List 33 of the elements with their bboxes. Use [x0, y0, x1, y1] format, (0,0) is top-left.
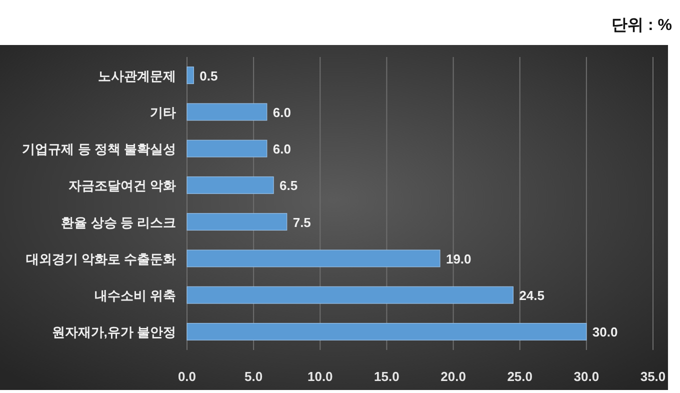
bar [186, 322, 587, 340]
data-label: 6.5 [280, 178, 298, 194]
bar [186, 286, 514, 304]
data-label: 0.5 [200, 68, 218, 84]
data-label: 30.0 [592, 324, 618, 340]
bar [186, 250, 440, 268]
x-tick-label: 5.0 [244, 369, 263, 384]
data-label: 6.0 [272, 104, 291, 120]
y-tick-label: 노사관계문제 [98, 68, 176, 84]
y-tick-label: 기업규제 등 정책 불확실성 [22, 142, 176, 157]
x-tick-label: 30.0 [574, 369, 600, 384]
bar [186, 66, 194, 84]
x-tick-label: 0.0 [178, 369, 196, 384]
y-tick-label: 원자재가,유가 불안정 [52, 324, 176, 340]
x-tick-label: 10.0 [307, 369, 333, 384]
data-label: 7.5 [292, 214, 311, 230]
y-tick-label: 자금조달여건 악화 [68, 178, 176, 194]
y-tick-label: 기타 [150, 104, 176, 120]
data-label: 24.5 [519, 288, 545, 304]
y-tick-label: 환율 상승 등 리스크 [61, 214, 176, 230]
bar [186, 140, 268, 158]
x-tick-label: 35.0 [640, 369, 666, 384]
bar [186, 103, 268, 121]
data-label: 6.0 [272, 142, 291, 157]
bar [186, 176, 274, 194]
bar [186, 213, 288, 231]
x-tick-label: 15.0 [374, 369, 400, 384]
text: 단위 : % [612, 17, 672, 34]
y-tick-label: 내수소비 위축 [94, 288, 176, 304]
x-tick-label: 20.0 [440, 369, 466, 384]
x-tick-label: 25.0 [507, 369, 533, 384]
data-label: 19.0 [446, 251, 472, 266]
y-tick-label: 대외경기 악화로 수출둔화 [26, 251, 176, 266]
